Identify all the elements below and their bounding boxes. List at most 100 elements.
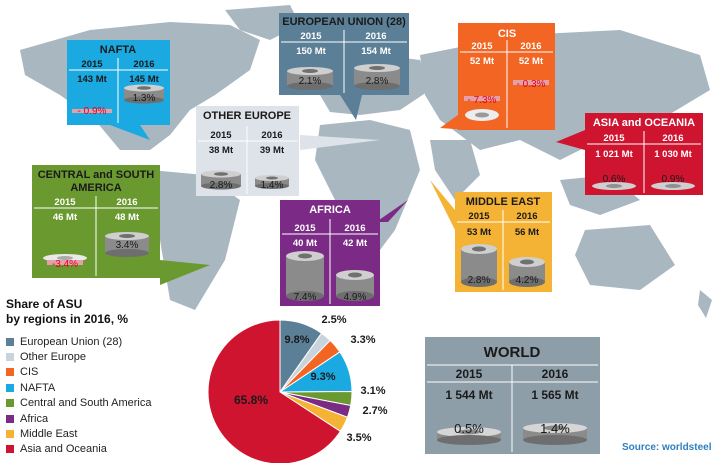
me-year-2015: 2015 bbox=[468, 211, 490, 222]
asia-title: ASIA and OCEANIA bbox=[593, 117, 695, 129]
legend-item: Middle East bbox=[6, 426, 151, 441]
eu-cyl-2016 bbox=[354, 64, 400, 90]
csa-value-2016: 48 Mt bbox=[115, 212, 140, 223]
other-europe-value-2016: 39 Mt bbox=[260, 145, 285, 156]
africa-value-2015: 40 Mt bbox=[293, 238, 318, 249]
eu-value-2016: 154 Mt bbox=[361, 46, 391, 57]
asia-change-2015: 0.6% bbox=[603, 174, 626, 185]
pie-label-european-union-28: 9.8% bbox=[284, 334, 309, 346]
eu-change-2015: 2.1% bbox=[299, 76, 322, 87]
world-cyl-2015 bbox=[437, 427, 501, 445]
legend-item: CIS bbox=[6, 365, 151, 380]
me-value-2015: 53 Mt bbox=[467, 227, 492, 238]
legend-label: Other Europe bbox=[20, 351, 87, 364]
africa-box: AFRICA 2015 2016 40 Mt 42 Mt 7.4% 4.9% bbox=[280, 200, 380, 306]
me-year-2016: 2016 bbox=[516, 211, 537, 222]
legend-label: Asia and Oceania bbox=[20, 443, 107, 456]
cis-change-2015: - 7.3% bbox=[468, 95, 497, 106]
legend-item: Asia and Oceania bbox=[6, 442, 151, 457]
legend-swatch bbox=[6, 337, 14, 346]
csa-title-line2: AMERICA bbox=[70, 182, 121, 194]
other-europe-box: OTHER EUROPE 2015 2016 38 Mt 39 Mt 2.8% … bbox=[196, 106, 299, 196]
africa-cyl-2016 bbox=[336, 270, 374, 301]
africa-change-2015: 7.4% bbox=[294, 292, 317, 303]
asia-pointer bbox=[556, 130, 585, 150]
cis-box: CIS 2015 2016 52 Mt 52 Mt - 7.3% - 0.3% bbox=[458, 23, 555, 130]
legend-item: Other Europe bbox=[6, 349, 151, 364]
eu-title: EUROPEAN UNION (28) bbox=[282, 16, 406, 28]
asia-value-2016: 1 030 Mt bbox=[654, 149, 692, 160]
legend-label: Middle East bbox=[20, 428, 78, 441]
pie-label-central-and-south-america: 3.1% bbox=[360, 385, 385, 397]
legend-swatch bbox=[6, 445, 14, 454]
asia-year-2015: 2015 bbox=[603, 133, 625, 144]
legend-label: CIS bbox=[20, 366, 39, 379]
asia-cyl-2016 bbox=[651, 182, 695, 190]
pie-label-middle-east: 3.5% bbox=[346, 432, 371, 444]
legend-swatch bbox=[6, 414, 14, 423]
nafta-box: NAFTA 2015 2016 143 Mt 145 Mt - 0.9% 1.3… bbox=[67, 40, 170, 125]
csa-cyl-2016 bbox=[105, 232, 149, 257]
me-title: MIDDLE EAST bbox=[466, 196, 541, 208]
nafta-pointer bbox=[110, 125, 150, 140]
africa-cyl-2015 bbox=[286, 251, 324, 301]
asia-box: ASIA and OCEANIA 2015 2016 1 021 Mt 1 03… bbox=[585, 113, 703, 195]
world-title: WORLD bbox=[484, 344, 541, 361]
eu-box: EUROPEAN UNION (28) 2015 2016 150 Mt 154… bbox=[279, 13, 409, 95]
eu-pointer bbox=[340, 95, 362, 120]
other-europe-year-2016: 2016 bbox=[261, 130, 282, 141]
pie-label-africa: 2.7% bbox=[362, 405, 387, 417]
legend-item: Africa bbox=[6, 411, 151, 426]
csa-change-2015: -3.4% bbox=[52, 259, 78, 270]
asu-share-pie bbox=[207, 319, 353, 463]
pie-label-other-europe: 2.5% bbox=[321, 314, 346, 326]
world-change-2016: 1.4% bbox=[540, 421, 570, 436]
other-pointer bbox=[300, 135, 380, 150]
pie-label-asia-and-oceania: 65.8% bbox=[234, 393, 268, 407]
nafta-change-2016: 1.3% bbox=[133, 93, 156, 104]
other-europe-year-2015: 2015 bbox=[210, 130, 232, 141]
cis-value-2016: 52 Mt bbox=[519, 56, 544, 67]
nafta-year-2015: 2015 bbox=[81, 59, 103, 70]
csa-value-2015: 46 Mt bbox=[53, 212, 78, 223]
pie-labels: 9.8% 2.5% 3.3% 9.3% 3.1% 2.7% 3.5% 65.8% bbox=[234, 314, 388, 444]
africa-year-2015: 2015 bbox=[294, 223, 316, 234]
legend-label: NAFTA bbox=[20, 381, 56, 394]
legend-item: Central and South America bbox=[6, 396, 151, 411]
me-cyl-2015 bbox=[461, 244, 497, 287]
csa-pointer bbox=[160, 260, 210, 285]
eu-value-2015: 150 Mt bbox=[296, 46, 326, 57]
eu-year-2016: 2016 bbox=[365, 31, 386, 42]
csa-title-line1: CENTRAL and SOUTH bbox=[38, 169, 155, 181]
africa-year-2016: 2016 bbox=[344, 223, 365, 234]
pie-label-nafta: 9.3% bbox=[310, 371, 335, 383]
legend-swatch bbox=[6, 383, 14, 392]
legend: European Union (28) Other Europe CIS NAFTA C… bbox=[6, 334, 151, 457]
legend-label: Central and South America bbox=[20, 397, 152, 410]
eu-year-2015: 2015 bbox=[300, 31, 322, 42]
me-cyl-2016 bbox=[509, 257, 545, 287]
other-europe-cyl-2016 bbox=[255, 175, 289, 189]
other-europe-change-2016: 1.4% bbox=[261, 180, 284, 191]
africa-pointer bbox=[376, 200, 408, 222]
world-cyl-2016 bbox=[523, 423, 587, 445]
nafta-cyl-2016 bbox=[124, 84, 164, 104]
cis-title: CIS bbox=[498, 28, 516, 40]
me-box: MIDDLE EAST 2015 2016 53 Mt 56 Mt 2.8% 4… bbox=[455, 192, 552, 292]
world-value-2016: 1 565 Mt bbox=[531, 388, 578, 402]
africa-value-2016: 42 Mt bbox=[343, 238, 368, 249]
eu-change-2016: 2.8% bbox=[366, 76, 389, 87]
legend-swatch bbox=[6, 399, 14, 408]
nafta-value-2015: 143 Mt bbox=[77, 74, 107, 85]
source-note: Source: worldsteel bbox=[622, 442, 712, 453]
me-value-2016: 56 Mt bbox=[515, 227, 540, 238]
world-box: WORLD 2015 2016 1 544 Mt 1 565 Mt 0.5% 1… bbox=[425, 337, 600, 454]
pie-label-cis: 3.3% bbox=[350, 334, 375, 346]
legend-swatch bbox=[6, 368, 14, 377]
legend-item: European Union (28) bbox=[6, 334, 151, 349]
legend-swatch bbox=[6, 430, 14, 439]
cis-year-2015: 2015 bbox=[471, 41, 493, 52]
legend-label: European Union (28) bbox=[20, 335, 123, 348]
eu-cyl-2015 bbox=[287, 67, 333, 90]
